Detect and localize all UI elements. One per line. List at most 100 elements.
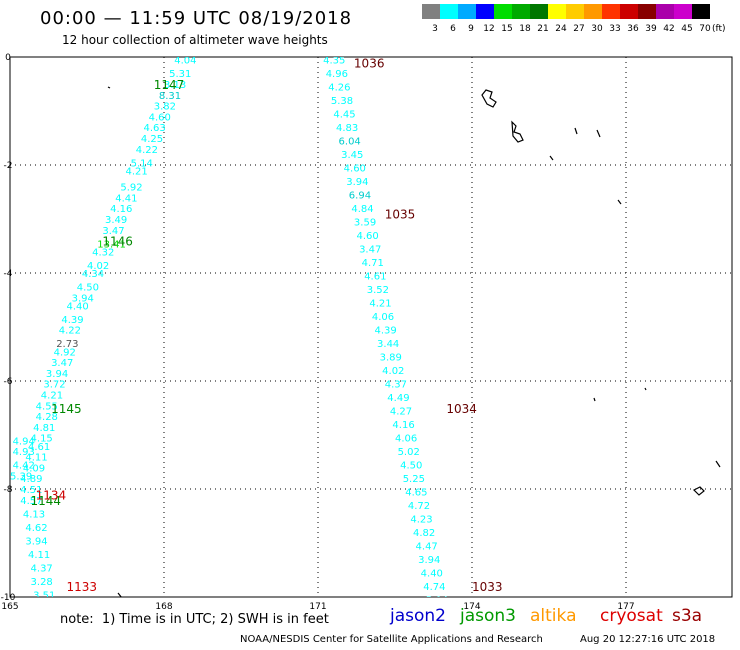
swh-data-label: 4.62 <box>25 523 47 534</box>
legend-swatch-39 <box>638 4 656 19</box>
legend-label-33: 33 <box>609 24 620 34</box>
y-tick-label: 0 <box>5 53 11 63</box>
footer-date: Aug 20 12:27:16 UTC 2018 <box>580 634 716 645</box>
chart-subtitle: 12 hour collection of altimeter wave hei… <box>62 33 328 47</box>
swh-data-label: 4.50 <box>77 283 99 294</box>
swh-data-label: 4.15 <box>31 434 53 445</box>
swh-data-label: 3.94 <box>346 177 368 188</box>
swh-data-label: 3.89 <box>380 353 402 364</box>
legend-label-3: 3 <box>432 24 438 34</box>
swh-data-label: 4.11 <box>25 453 47 464</box>
x-tick-label: 165 <box>1 602 18 612</box>
swh-data-label: 3.94 <box>46 369 68 380</box>
swh-data-label: 4.63 <box>143 123 165 134</box>
coastline-islands <box>107 86 721 597</box>
y-tick-label: -2 <box>4 161 13 171</box>
swh-data-label: 4.22 <box>59 326 81 337</box>
island-outline <box>511 120 524 143</box>
legend-label-21: 21 <box>537 24 548 34</box>
island-outline <box>481 89 497 108</box>
swh-data-label: 3.28 <box>31 577 53 588</box>
swh-data-label: 4.21 <box>369 299 391 310</box>
legend-swatch-27 <box>566 4 584 19</box>
swh-data-label: 4.71 <box>362 258 384 269</box>
swh-data-label: 5.14 <box>131 158 153 169</box>
swh-data-label: 3.94 <box>72 293 94 304</box>
swh-data-label: 4.82 <box>413 528 435 539</box>
legend-swatch-42 <box>656 4 674 19</box>
pass-time-label: 1035 <box>385 208 416 222</box>
legend-label-39: 39 <box>645 24 657 34</box>
swh-data-label: 4.42 <box>13 461 35 472</box>
swh-data-label: 4.37 <box>385 380 407 391</box>
legend-label-70: 70 <box>699 24 711 34</box>
legend-label-45: 45 <box>681 24 692 34</box>
swh-data-label: 2.73 <box>56 339 78 350</box>
legend-swatch-9 <box>458 4 476 19</box>
pass-time-label: 1145 <box>51 402 82 416</box>
swh-data-label: 3.47 <box>51 358 73 369</box>
swh-data-label: 5.38 <box>331 96 353 107</box>
legend-swatch-21 <box>530 4 548 19</box>
swh-data-label: 3.59 <box>354 218 376 229</box>
swh-data-label: 4.06 <box>372 312 394 323</box>
chart-title: 00:00 — 11:59 UTC 08/19/2018 <box>40 8 353 29</box>
swh-data-label: 4.81 <box>33 423 55 434</box>
island-outline <box>593 397 596 402</box>
legend-swatch-12 <box>476 4 494 19</box>
swh-data-label: 6.04 <box>339 137 361 148</box>
legend-swatch-15 <box>494 4 512 19</box>
swh-data-label: 3.94 <box>418 555 440 566</box>
swh-data-label: 3.47 <box>359 245 381 256</box>
legend-swatch-18 <box>512 4 530 19</box>
swh-data-label: 4.60 <box>357 231 379 242</box>
swh-data-label: 4.34 <box>82 269 104 280</box>
legend-swatch-6 <box>440 4 458 19</box>
satellite-altika-label: altika <box>530 606 577 626</box>
swh-data-label: 4.61 <box>364 272 386 283</box>
swh-data-label: 4.02 <box>382 366 404 377</box>
legend-swatch-36 <box>620 4 638 19</box>
y-tick-label: -6 <box>4 377 13 387</box>
swh-data-label: 4.26 <box>328 83 350 94</box>
legend-label-27: 27 <box>573 24 584 34</box>
swh-data-label: 3.94 <box>25 536 47 547</box>
swh-data-label: 4.60 <box>344 164 366 175</box>
pass-time-label: 1134 <box>36 488 67 502</box>
swh-data-label: 4.45 <box>333 110 355 121</box>
swh-data-label: 4.49 <box>387 393 409 404</box>
swh-data-label: 4.89 <box>20 474 42 485</box>
satellite-jason2-label: jason2 <box>390 606 446 626</box>
swh-data-label: 5.92 <box>120 183 142 194</box>
island-outline <box>107 86 111 89</box>
swh-data-label: 4.27 <box>390 407 412 418</box>
swh-data-label: 4.23 <box>410 515 432 526</box>
swh-data-label: 4.28 <box>36 412 58 423</box>
legend-label-15: 15 <box>501 24 512 34</box>
pass-time-label: 1147 <box>154 78 185 92</box>
swh-data-label: 4.51 <box>20 485 42 496</box>
swh-data-label: 4.39 <box>61 315 83 326</box>
legend-label-24: 24 <box>555 24 567 34</box>
swh-data-label: 4.21 <box>126 166 148 177</box>
island-outline <box>617 199 622 205</box>
swh-data-label: 4.16 <box>392 420 414 431</box>
legend-label-12: 12 <box>483 24 494 34</box>
y-tick-label: -4 <box>4 269 13 279</box>
pass-time-label: 1033 <box>472 580 503 594</box>
swh-data-label: 5.02 <box>398 447 420 458</box>
swh-data-label: 5.04 <box>426 596 448 607</box>
legend-label-18: 18 <box>519 24 531 34</box>
swh-data-label: 4.57 <box>20 496 42 507</box>
island-outline <box>715 460 721 468</box>
x-tick-label: 174 <box>463 602 480 612</box>
footer-credit: NOAA/NESDIS Center for Satellite Applica… <box>240 634 543 645</box>
legend-label-42: 42 <box>663 24 674 34</box>
swh-data-label: 4.32 <box>92 247 114 258</box>
swh-data-label: 4.65 <box>405 488 427 499</box>
swh-data-label: 3.52 <box>367 285 389 296</box>
swh-data-label: 4.40 <box>66 301 88 312</box>
legend-swatch-24 <box>548 4 566 19</box>
swh-data-label: 4.04 <box>174 56 196 67</box>
pass-time-label: 1133 <box>66 580 97 594</box>
